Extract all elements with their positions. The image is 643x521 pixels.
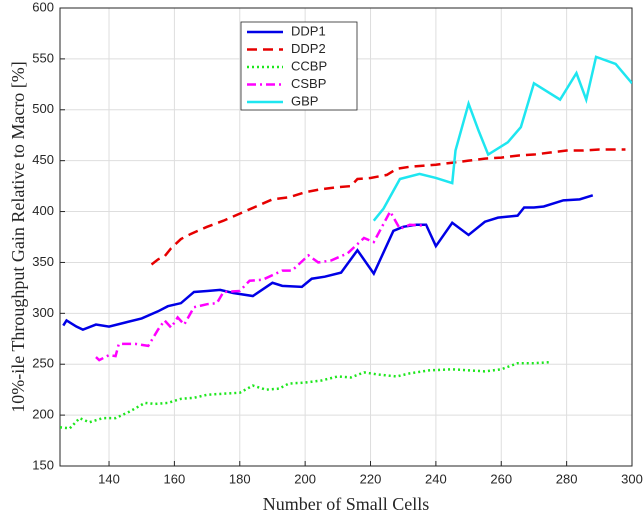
y-tick-label: 150 bbox=[32, 457, 54, 472]
series-line bbox=[60, 360, 551, 430]
x-tick-label: 180 bbox=[229, 471, 251, 486]
legend-box bbox=[240, 21, 358, 111]
x-tick-label: 280 bbox=[556, 471, 578, 486]
x-tick-label: 240 bbox=[425, 471, 447, 486]
series-line bbox=[62, 194, 594, 331]
plot-frame bbox=[59, 7, 633, 467]
legend-label: DDP1 bbox=[291, 23, 326, 38]
y-tick-label: 300 bbox=[32, 305, 54, 320]
legend-label: CCBP bbox=[291, 58, 327, 73]
y-tick-label: 200 bbox=[32, 407, 54, 422]
legend-label: GBP bbox=[291, 93, 318, 108]
x-tick-label: 140 bbox=[98, 471, 120, 486]
legend-label: DDP2 bbox=[291, 41, 326, 56]
y-tick-label: 400 bbox=[32, 203, 54, 218]
y-tick-label: 250 bbox=[32, 356, 54, 371]
x-tick-label: 300 bbox=[621, 471, 643, 486]
series-line bbox=[95, 208, 427, 362]
y-tick-label: 550 bbox=[32, 50, 54, 65]
y-tick-label: 600 bbox=[32, 0, 54, 14]
x-tick-label: 200 bbox=[294, 471, 316, 486]
x-tick-label: 260 bbox=[490, 471, 512, 486]
series-line bbox=[372, 55, 632, 222]
x-axis-label: Number of Small Cells bbox=[263, 494, 429, 514]
y-axis-label: 10%-ile Throughput Gain Relative to Macr… bbox=[8, 61, 28, 413]
y-tick-label: 500 bbox=[32, 101, 54, 116]
x-tick-label: 160 bbox=[164, 471, 186, 486]
y-tick-label: 450 bbox=[32, 152, 54, 167]
x-tick-label: 220 bbox=[360, 471, 382, 486]
y-tick-label: 350 bbox=[32, 254, 54, 269]
legend-label: CSBP bbox=[291, 76, 326, 91]
